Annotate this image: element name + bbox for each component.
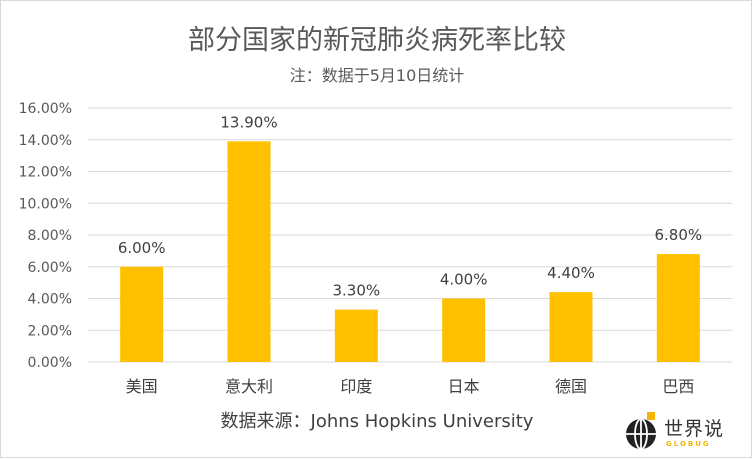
y-tick-label: 14.00% [19,133,72,149]
logo-name: 世界说 [664,418,725,440]
y-tick-label: 12.00% [19,165,72,181]
x-tick-label: 美国 [126,377,158,396]
data-label: 6.00% [118,239,166,257]
bar [120,266,164,362]
y-tick-label: 0.00% [28,355,72,371]
x-tick-label: 德国 [555,377,587,396]
y-tick-label: 2.00% [28,323,72,339]
data-label: 6.80% [655,226,703,244]
y-tick-label: 16.00% [19,101,72,117]
y-tick-label: 8.00% [28,228,72,244]
data-source: 数据来源：Johns Hopkins University [220,411,534,432]
data-label: 13.90% [220,113,277,131]
bar [656,254,700,362]
bar [549,292,593,362]
globe-icon [626,412,656,450]
bar [442,298,486,362]
x-tick-label: 印度 [340,377,372,396]
x-tick-label: 意大利 [225,377,273,396]
data-label: 3.30% [333,282,381,300]
y-tick-label: 4.00% [28,292,72,308]
chart-subtitle: 注：数据于5月10日统计 [289,66,465,85]
chart-title: 部分国家的新冠肺炎病死率比较 [188,25,566,56]
logo: 世界说 GLOBUG [624,410,734,456]
x-tick-label: 日本 [448,377,480,396]
bar [227,141,271,362]
y-tick-label: 10.00% [19,196,72,212]
data-label: 4.40% [547,264,595,282]
data-label: 4.00% [440,271,488,289]
logo-subtext: GLOBUG [666,440,711,448]
y-tick-label: 6.00% [28,260,72,276]
bar-chart: 0.00% 2.00% 4.00% 6.00% 8.00% 10.00% 12.00% 14.… [19,101,732,396]
x-tick-label: 巴西 [662,377,694,396]
bar [334,309,378,362]
